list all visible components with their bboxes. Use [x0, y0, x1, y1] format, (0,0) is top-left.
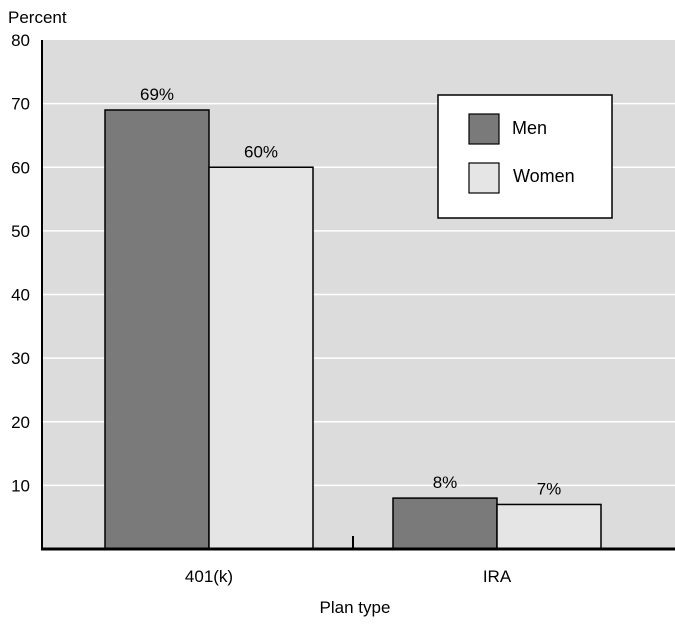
y-tick-label: 70 [11, 95, 30, 114]
bar-value-label: 69% [140, 85, 174, 104]
y-tick-label: 80 [11, 31, 30, 50]
bar-men-401k [104, 109, 210, 550]
bar-women-401k [208, 166, 314, 550]
x-tick-label: IRA [483, 567, 512, 586]
bar-value-label: 7% [537, 479, 562, 498]
legend-box [437, 94, 613, 219]
bar-women-ira [496, 503, 602, 550]
y-tick-label: 10 [11, 476, 30, 495]
bar-value-label: 8% [433, 473, 458, 492]
legend-label-women: Women [513, 166, 575, 186]
x-tick-label: 401(k) [185, 567, 233, 586]
legend-label-men: Men [512, 118, 547, 138]
y-tick-label: 20 [11, 413, 30, 432]
bar-men-ira [392, 497, 498, 550]
x-axis-title: Plan type [320, 598, 391, 617]
legend-swatch-men [468, 113, 500, 145]
y-tick-label: 50 [11, 222, 30, 241]
y-tick-label: 30 [11, 349, 30, 368]
y-tick-label: 60 [11, 158, 30, 177]
legend-swatch-women [468, 162, 500, 194]
y-axis-title: Percent [8, 8, 67, 27]
y-tick-label: 40 [11, 286, 30, 305]
bar-value-label: 60% [244, 142, 278, 161]
